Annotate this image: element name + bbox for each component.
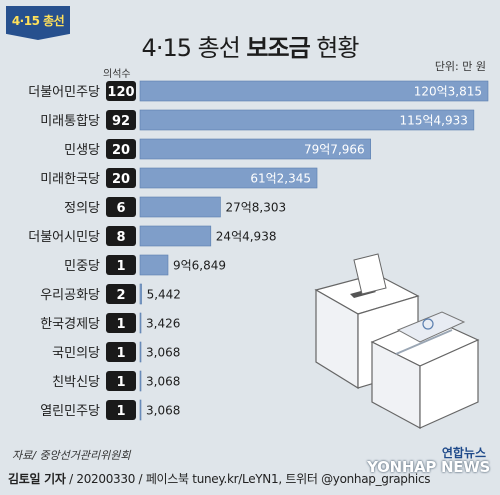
party-label: 미래통합당 [40, 114, 100, 129]
bar [139, 283, 142, 305]
unit-label: 단위: 만 원 [434, 60, 486, 73]
bar [139, 138, 371, 160]
value-label: 3,068 [146, 375, 180, 389]
bar [139, 167, 318, 189]
seat-count: 6 [116, 201, 125, 216]
party-label: 정의당 [64, 201, 100, 216]
bar [139, 109, 475, 131]
seat-count: 1 [116, 317, 125, 332]
value-label: 120억3,815 [414, 85, 482, 99]
title-suffix: 현황 [309, 34, 359, 62]
yonhap-logo-korean: 연합뉴스 [441, 446, 486, 460]
seat-box [106, 284, 136, 304]
yonhap-logo-english: YONHAP NEWS [367, 458, 490, 476]
party-label: 한국경제당 [40, 317, 100, 332]
credit-line: 김토일 기자 / 20200330 / 페이스북 tuney.kr/LeYN1,… [8, 470, 431, 487]
bar [139, 80, 489, 102]
seat-box [106, 139, 136, 159]
credit-author: 김토일 기자 [8, 472, 66, 486]
value-label: 24억4,938 [216, 230, 277, 244]
bar [139, 399, 142, 421]
won-symbol-icon [422, 318, 434, 330]
seat-count: 1 [116, 375, 125, 390]
chart-title: 4·15 총선 보조금 현황 [0, 28, 500, 63]
bar [139, 312, 142, 334]
seat-count: 2 [116, 288, 125, 303]
ballot-box-illustration [314, 253, 480, 430]
party-label: 민중당 [64, 259, 100, 274]
credit-rest: / 20200330 / 페이스북 tuney.kr/LeYN1, 트위터 @y… [65, 472, 431, 486]
seat-count: 120 [107, 85, 134, 100]
party-label: 미래한국당 [40, 172, 100, 187]
seat-count: 1 [116, 404, 125, 419]
election-badge: 4·15 총선 [6, 6, 70, 40]
party-label: 친박신당 [52, 375, 100, 390]
banknote [396, 311, 466, 343]
value-label: 115억4,933 [400, 114, 468, 128]
value-label: 61억2,345 [250, 172, 311, 186]
seat-box [106, 81, 136, 101]
seats-header: 의석수 [103, 69, 131, 80]
title-bold: 보조금 [246, 34, 310, 62]
seat-box [106, 226, 136, 246]
party-label: 국민의당 [52, 346, 100, 361]
title-prefix: 4·15 총선 [141, 34, 247, 62]
seat-count: 1 [116, 346, 125, 361]
party-label: 더불어민주당 [28, 85, 100, 100]
value-label: 27억8,303 [225, 201, 286, 215]
seat-box [106, 197, 136, 217]
seat-count: 20 [112, 143, 130, 158]
seat-count: 92 [112, 114, 130, 129]
seat-box [106, 371, 136, 391]
seat-box [106, 342, 136, 362]
bar [139, 370, 142, 392]
package-right [419, 339, 479, 429]
value-label: 9억6,849 [173, 259, 226, 273]
bar [139, 341, 142, 363]
party-label: 우리공화당 [40, 288, 100, 303]
value-label: 5,442 [147, 288, 181, 302]
seat-count: 1 [116, 259, 125, 274]
bar [139, 225, 212, 247]
seat-count: 20 [112, 172, 130, 187]
party-label: 민생당 [64, 143, 100, 158]
value-label: 3,068 [146, 346, 180, 360]
value-label: 3,426 [146, 317, 180, 331]
source-note: 자료/ 중앙선거관리위원회 [12, 449, 131, 462]
bar [139, 254, 169, 276]
seat-count: 8 [116, 230, 125, 245]
party-label: 더불어시민당 [28, 230, 100, 245]
seat-box [106, 313, 136, 333]
seat-box [106, 400, 136, 420]
bar [139, 196, 221, 218]
value-label: 3,068 [146, 404, 180, 418]
seat-box [106, 168, 136, 188]
party-label: 열린민주당 [40, 404, 100, 419]
seat-box [106, 255, 136, 275]
value-label: 79억7,966 [304, 143, 365, 157]
seat-box [106, 110, 136, 130]
ballot-paper [353, 253, 387, 295]
package-band [395, 329, 453, 355]
